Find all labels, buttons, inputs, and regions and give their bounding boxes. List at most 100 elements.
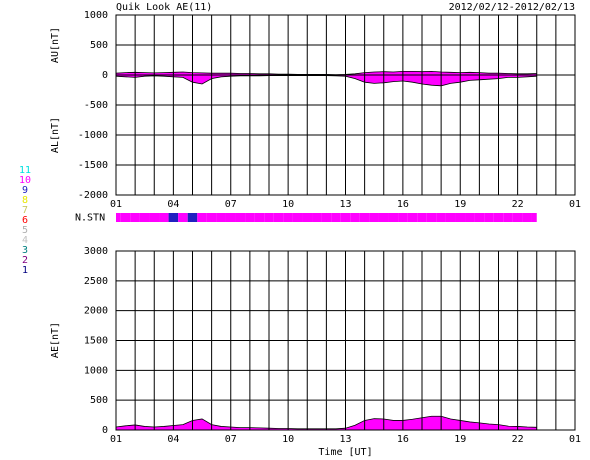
station-count-segment xyxy=(340,213,351,222)
station-count-segment xyxy=(455,213,466,222)
station-count-segment xyxy=(474,213,485,222)
station-count-segment xyxy=(388,213,399,222)
y-axis-label: AE[nT] xyxy=(50,322,61,358)
station-count-segment xyxy=(445,213,456,222)
level-legend: 8 xyxy=(22,195,28,206)
station-count-segment xyxy=(531,213,537,222)
station-count-segment xyxy=(206,213,217,222)
y-tick-label: 1500 xyxy=(84,336,108,347)
station-count-segment xyxy=(197,213,207,222)
plot-frame xyxy=(115,250,576,431)
x-tick-label: 07 xyxy=(225,434,237,445)
x-tick-label: 22 xyxy=(512,199,524,210)
x-tick-label: 01 xyxy=(569,434,581,445)
station-count-segment xyxy=(168,213,179,222)
station-count-segment xyxy=(292,213,303,222)
station-count-segment xyxy=(116,213,121,222)
y-tick-label: 1000 xyxy=(84,10,108,21)
area-fill xyxy=(116,75,537,86)
station-count-segment xyxy=(120,213,131,222)
station-count-segment xyxy=(302,213,313,222)
series-line xyxy=(115,415,537,430)
y-tick-label: -500 xyxy=(84,100,108,111)
level-legend: 7 xyxy=(22,205,28,216)
station-count-segment xyxy=(312,213,322,222)
x-tick-label: 22 xyxy=(512,434,524,445)
x-tick-label: 16 xyxy=(397,434,409,445)
station-count-segment xyxy=(331,213,341,222)
y-tick-label: -2000 xyxy=(78,190,108,201)
station-count-segment xyxy=(264,213,274,222)
y-tick-label: 1000 xyxy=(84,365,108,376)
station-count-segment xyxy=(493,213,504,222)
x-tick-label: 01 xyxy=(569,199,581,210)
station-count-segment xyxy=(149,213,160,222)
station-count-segment xyxy=(512,213,523,222)
y-axis-label: AL[nT] xyxy=(50,117,61,153)
y-tick-label: 0 xyxy=(102,70,108,81)
station-count-segment xyxy=(426,213,437,222)
station-count-segment xyxy=(350,213,360,222)
x-tick-label: 16 xyxy=(397,199,409,210)
y-tick-label: 2000 xyxy=(84,306,108,317)
station-count-segment xyxy=(187,213,198,222)
y-tick-label: 500 xyxy=(90,395,108,406)
plot-frame xyxy=(115,14,576,196)
station-count-segment xyxy=(417,213,427,222)
station-count-segment xyxy=(245,213,255,222)
x-tick-label: 19 xyxy=(454,199,466,210)
station-count-segment xyxy=(369,213,379,222)
station-count-segment xyxy=(225,213,236,222)
x-tick-label: 13 xyxy=(339,199,351,210)
station-count-segment xyxy=(407,213,418,222)
station-count-segment xyxy=(359,213,370,222)
station-count-segment xyxy=(159,213,169,222)
level-legend: 2 xyxy=(22,255,28,266)
level-legend: 1 xyxy=(22,265,28,276)
x-tick-label: 01 xyxy=(110,434,122,445)
x-tick-label: 01 xyxy=(110,199,122,210)
level-legend: 9 xyxy=(22,185,28,196)
level-legend: 4 xyxy=(22,235,28,246)
station-count-segment xyxy=(273,213,284,222)
x-tick-label: 10 xyxy=(282,199,294,210)
x-tick-label: 04 xyxy=(167,199,179,210)
y-tick-label: -1500 xyxy=(78,160,108,171)
y-tick-label: 0 xyxy=(102,425,108,436)
station-count-segment xyxy=(254,213,265,222)
station-count-segment xyxy=(321,213,332,222)
station-count-segment xyxy=(178,213,188,222)
y-axis-label: AU[nT] xyxy=(50,27,61,63)
area-fill xyxy=(116,71,537,75)
y-tick-label: 3000 xyxy=(84,246,108,257)
station-count-segment xyxy=(216,213,226,222)
strip-label: N.STN xyxy=(75,213,105,224)
station-count-segment xyxy=(522,213,532,222)
y-tick-label: 2500 xyxy=(84,276,108,287)
station-count-segment xyxy=(484,213,494,222)
station-count-segment xyxy=(503,213,513,222)
x-tick-label: 04 xyxy=(167,434,179,445)
x-tick-label: 07 xyxy=(225,199,237,210)
station-count-segment xyxy=(378,213,389,222)
station-count-segment xyxy=(235,213,246,222)
station-count-segment xyxy=(139,213,150,222)
level-legend: 3 xyxy=(22,245,28,256)
date-range: 2012/02/12-2012/02/13 xyxy=(449,2,575,13)
y-tick-label: -1000 xyxy=(78,130,108,141)
level-legend: 6 xyxy=(22,215,28,226)
station-count-segment xyxy=(283,213,293,222)
x-tick-label: 10 xyxy=(282,434,294,445)
series-line xyxy=(115,70,537,76)
level-legend: 5 xyxy=(22,225,28,236)
level-legend: 11 xyxy=(19,165,31,176)
series-line xyxy=(115,75,537,87)
x-tick-label: 19 xyxy=(454,434,466,445)
station-count-segment xyxy=(465,213,475,222)
y-tick-label: 500 xyxy=(90,40,108,51)
station-count-segment xyxy=(398,213,408,222)
chart-title: Quik Look AE(11) xyxy=(116,2,212,13)
station-count-segment xyxy=(130,213,140,222)
x-tick-label: 13 xyxy=(339,434,351,445)
